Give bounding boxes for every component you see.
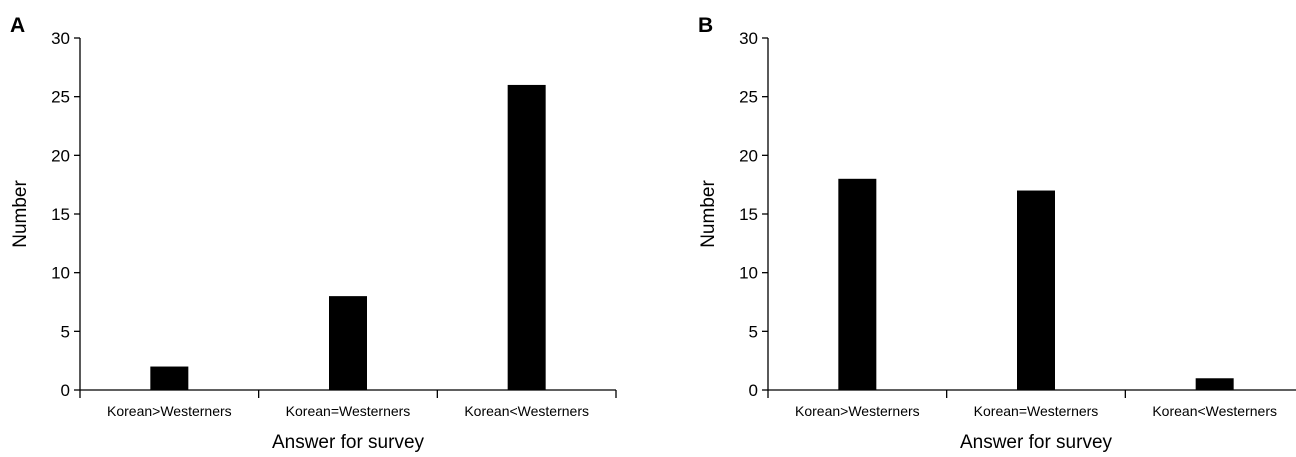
x-tick-label: Korean>Westerners — [107, 403, 232, 419]
y-tick-label: 5 — [61, 322, 70, 341]
x-tick-label: Korean=Westerners — [974, 403, 1099, 419]
y-axis-title: Number — [698, 180, 719, 248]
y-tick-label: 15 — [739, 205, 758, 224]
y-tick-label: 0 — [749, 381, 758, 400]
y-tick-label: 20 — [739, 146, 758, 165]
y-tick-label: 30 — [739, 29, 758, 48]
bar — [1017, 190, 1055, 390]
y-tick-label: 25 — [51, 88, 70, 107]
y-tick-label: 15 — [51, 205, 70, 224]
bar — [507, 84, 546, 390]
y-tick-label: 0 — [61, 381, 70, 400]
panel-a: A 0 5 10 15 20 25 30 Korean>Westerners Korean=Wes… — [10, 14, 617, 453]
y-tick-label: 10 — [51, 264, 70, 283]
y-tick-label: 20 — [51, 146, 70, 165]
bar — [329, 296, 367, 390]
x-tick-label: Korean=Westerners — [286, 403, 411, 419]
bar — [838, 178, 877, 390]
y-tick-label: 5 — [749, 322, 758, 341]
panel-letter: A — [10, 14, 25, 37]
x-tick-label: Korean<Westerners — [1152, 403, 1277, 419]
panel-letter: B — [698, 14, 713, 37]
y-tick-label: 25 — [739, 88, 758, 107]
x-axis-title: Answer for survey — [272, 432, 425, 452]
bar — [150, 366, 189, 390]
bar — [1195, 378, 1234, 390]
panel-b: B 0 5 10 15 20 25 30 Korean>Westerners Korean=Wes… — [698, 14, 1296, 453]
y-tick-label: 10 — [739, 264, 758, 283]
y-axis-title: Number — [10, 180, 31, 248]
y-tick-label: 30 — [51, 29, 70, 48]
x-tick-label: Korean<Westerners — [464, 403, 589, 419]
x-axis-title: Answer for survey — [960, 432, 1113, 452]
x-tick-label: Korean>Westerners — [795, 403, 920, 419]
